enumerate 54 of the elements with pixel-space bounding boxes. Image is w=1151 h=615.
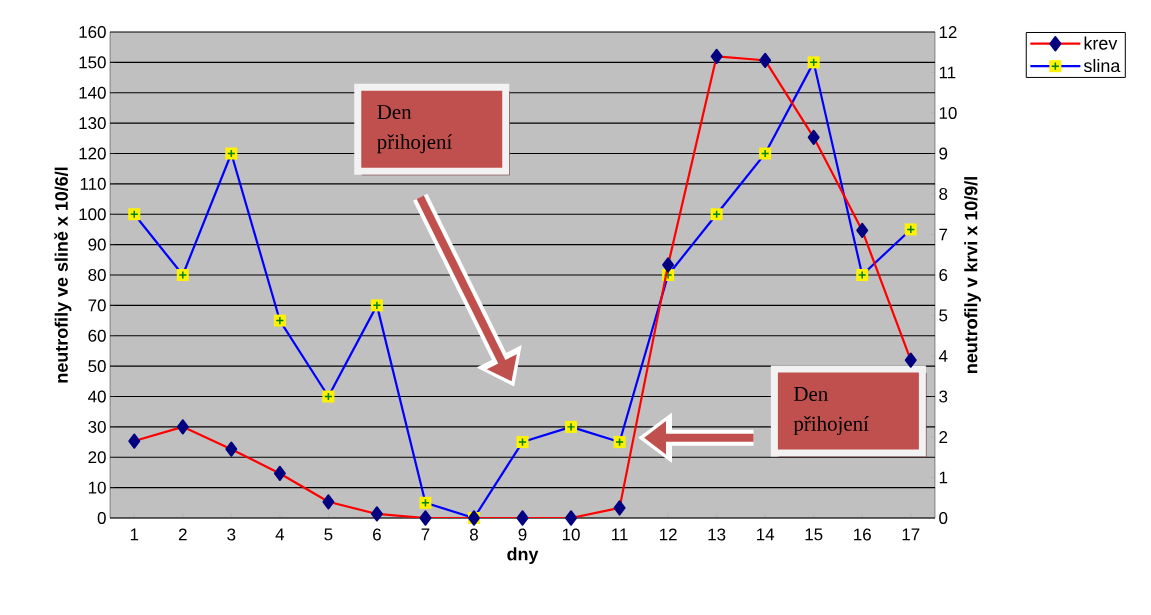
y2-tick-label: 6 — [939, 269, 948, 281]
y2-tick-label: 4 — [938, 350, 948, 362]
legend-label: krev — [1084, 36, 1118, 50]
y-tick-label: 130 — [79, 117, 106, 130]
y2-tick-label: 5 — [939, 309, 948, 322]
x-tick-label: 9 — [518, 528, 527, 541]
annotation: Den přihojení — [377, 105, 453, 154]
x-tick-label: 8 — [470, 528, 478, 541]
y-tick-label: 20 — [88, 451, 106, 464]
annotation: Den přihojení — [793, 387, 869, 436]
x-tick-label: 3 — [227, 528, 236, 541]
x-tick-label: 5 — [324, 528, 333, 541]
y2-tick-label: 1 — [939, 471, 948, 484]
y2-tick-label: 11 — [939, 66, 956, 79]
x-tick-label: 2 — [178, 528, 187, 541]
y-tick-label: 30 — [88, 420, 106, 433]
x-tick-label: 12 — [659, 528, 677, 541]
y-tick-label: 50 — [88, 360, 106, 373]
y2-tick-label: 10 — [939, 107, 957, 119]
y2-tick-label: 9 — [939, 147, 948, 160]
y-tick-label: 140 — [79, 86, 106, 99]
y-tick-label: 0 — [97, 512, 106, 524]
y-tick-label: 10 — [88, 481, 106, 494]
x-tick-label: 15 — [805, 528, 823, 541]
y-tick-label: 80 — [88, 269, 106, 281]
y2-tick-label: 12 — [939, 26, 957, 38]
x-tick-label: 4 — [275, 528, 285, 541]
y2-tick-label: 8 — [939, 188, 948, 200]
y2-tick-label: 7 — [939, 228, 948, 241]
y-tick-label: 110 — [80, 177, 106, 190]
y-axis-title: neutrofily ve slině x 10/6/l — [54, 167, 72, 383]
y-tick-label: 70 — [88, 299, 106, 312]
y2-axis-title: neutrofily v krvi x 10/9/l — [964, 177, 981, 373]
y-tick-label: 90 — [88, 238, 106, 251]
x-tick-label: 10 — [562, 528, 580, 541]
y-tick-label: 160 — [79, 26, 106, 38]
y-tick-label: 100 — [79, 208, 106, 221]
x-tick-label: 17 — [902, 528, 920, 541]
legend-label: slina — [1083, 58, 1121, 73]
x-tick-label: 11 — [612, 528, 628, 541]
x-axis-title: dny — [507, 547, 539, 565]
y2-tick-label: 3 — [939, 390, 948, 403]
x-tick-label: 1 — [130, 528, 139, 541]
x-tick-label: 6 — [373, 528, 381, 541]
y-tick-label: 60 — [88, 329, 106, 342]
y-tick-label: 40 — [88, 390, 106, 403]
y2-tick-label: 2 — [939, 431, 948, 443]
y-tick-label: 120 — [79, 147, 106, 160]
x-tick-label: 16 — [854, 528, 871, 541]
y2-tick-label: 0 — [939, 512, 948, 524]
y-tick-label: 150 — [79, 56, 106, 69]
x-tick-label: 7 — [421, 528, 430, 541]
x-tick-label: 13 — [708, 528, 726, 541]
x-tick-label: 14 — [757, 528, 775, 541]
